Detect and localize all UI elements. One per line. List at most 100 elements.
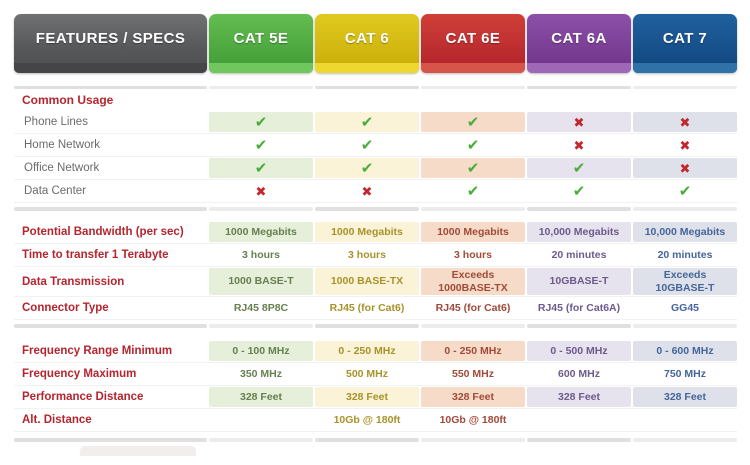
cell: 20 minutes [527,245,631,265]
cell-value: 10,000 Megabits [538,225,620,238]
separator-segment [633,86,737,89]
cell-value: 20 minutes [657,248,713,261]
cell-value: Exceeds 10GBASE-T [655,269,715,294]
separator-segment [633,207,737,211]
row-label: Phone Lines [24,116,88,128]
cell: 10GBASE-T [527,268,631,295]
cell: ✖ [633,158,737,178]
row-label: Data Transmission [22,275,125,288]
cell-value: RJ45 (for Cat6A) [537,301,621,314]
cell: GG45 [633,298,737,318]
cell: 1000 Megabits [421,222,525,242]
table-row: Phone Lines ✔ ✔ ✔ ✖ ✖ [14,111,737,134]
cell: 1000 BASE-TX [315,268,419,295]
separator-segment [209,324,313,328]
cell: 1000 BASE-T [209,268,313,295]
cell-value: 550 MHz [451,367,494,380]
cell-value: 3 hours [348,248,386,261]
cell: 500 MHz [315,364,419,384]
cat7-label: CAT 7 [662,30,708,47]
cell: 328 Feet [315,387,419,407]
cell: 328 Feet [421,387,525,407]
cell-value: 328 Feet [663,390,707,403]
cell-value: 0 - 500 MHz [550,344,608,357]
cell: 3 hours [315,245,419,265]
table-row: Frequency Maximum 350 MHz 500 MHz 550 MH… [14,363,737,386]
cell-value: 1000 Megabits [437,225,509,238]
cell [527,410,631,430]
cell-value: 0 - 600 MHz [656,344,714,357]
separator-segment [209,207,313,211]
cell: ✔ [527,158,631,178]
separator-segment [421,324,525,328]
cell: ✔ [209,135,313,155]
section-separator [14,86,737,89]
cell: ✔ [209,112,313,132]
row-label: Performance Distance [22,391,144,403]
tab-band [209,63,313,73]
clipped-bottom-tab [80,446,196,456]
separator-segment [633,324,737,328]
section-separator [14,207,737,211]
separator-segment [527,207,631,211]
cell: ✔ [315,135,419,155]
cell: 10Gb @ 180ft [315,410,419,430]
cell-value: 328 Feet [345,390,389,403]
table-row: Data Transmission 1000 BASE-T 1000 BASE-… [14,267,737,297]
table-row: Performance Distance 328 Feet 328 Feet 3… [14,386,737,409]
cell: RJ45 8P8C [209,298,313,318]
cell: 750 MHz [633,364,737,384]
cell: 328 Feet [527,387,631,407]
tab-band [527,63,631,73]
cell-value: 0 - 250 MHz [444,344,502,357]
cell: 3 hours [209,245,313,265]
cell-value: GG45 [670,301,699,314]
cross-icon: ✖ [679,114,691,130]
separator-segment [14,86,207,89]
cell-value: 10Gb @ 180ft [333,413,401,426]
row-label: Frequency Maximum [22,368,137,380]
cell: 328 Feet [209,387,313,407]
check-icon: ✔ [360,113,374,131]
cell-value: 328 Feet [451,390,495,403]
separator-segment [421,207,525,211]
row-label: Time to transfer 1 Terabyte [22,249,169,261]
cell: RJ45 (for Cat6) [421,298,525,318]
cell: 0 - 250 MHz [315,341,419,361]
table-row: Time to transfer 1 Terabyte 3 hours 3 ho… [14,244,737,267]
check-icon: ✔ [678,182,692,200]
cell: ✔ [421,158,525,178]
separator-segment [527,324,631,328]
cell: ✔ [315,158,419,178]
cell-value: 10GBASE-T [549,275,609,288]
table-header: FEATURES / SPECS CAT 5E CAT 6 CAT 6E CAT… [14,14,737,73]
table-row: Alt. Distance 10Gb @ 180ft 10Gb @ 180ft [14,409,737,432]
separator-segment [14,207,207,211]
check-icon: ✔ [466,159,480,177]
separator-segment [209,86,313,89]
row-label: Frequency Range Minimum [22,345,173,357]
separator-segment [421,438,525,442]
cat6-header-tab: CAT 6 [315,14,419,73]
cell-value: 1000 BASE-T [228,275,294,288]
section-separator [14,324,737,328]
cell-value: 328 Feet [557,390,601,403]
table-row: Home Network ✔ ✔ ✔ ✖ ✖ [14,134,737,157]
cell: 10Gb @ 180ft [421,410,525,430]
cell: ✖ [315,181,419,201]
separator-segment [315,324,419,328]
cell-value: 1000 Megabits [331,225,403,238]
check-icon: ✔ [254,136,268,154]
table-row: Potential Bandwidth (per sec) 1000 Megab… [14,221,737,244]
separator-segment [421,86,525,89]
cell-value: 10,000 Megabits [644,225,726,238]
cell-value: 600 MHz [557,367,600,380]
cell: 0 - 600 MHz [633,341,737,361]
check-icon: ✔ [254,159,268,177]
cell-value: 20 minutes [551,248,607,261]
cell: 328 Feet [633,387,737,407]
cell-value: 0 - 100 MHz [232,344,290,357]
cell [209,410,313,430]
table-row: Data Center ✖ ✖ ✔ ✔ ✔ [14,180,737,203]
section-title: Common Usage [22,93,114,107]
